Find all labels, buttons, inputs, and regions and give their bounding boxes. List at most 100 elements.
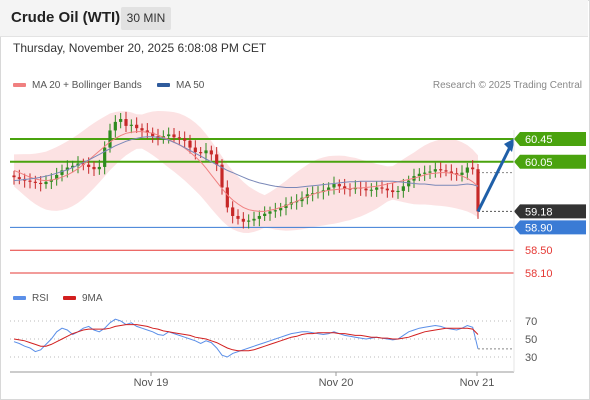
candle-body (39, 182, 43, 185)
candle-body (465, 167, 469, 173)
candle-body (407, 180, 411, 187)
candle-body (177, 137, 181, 139)
candle-body (444, 170, 448, 172)
rsi-ma-line (13, 324, 479, 352)
level-label-58.50: 58.50 (525, 245, 553, 257)
candle-body (279, 207, 283, 211)
candle-body (87, 164, 91, 167)
candle-body (273, 210, 277, 212)
candle-body (65, 167, 69, 171)
rsi-label: RSI (32, 293, 49, 304)
candle-body (151, 132, 155, 137)
level-tag-58.90 (514, 220, 586, 235)
level-label-60.05: 60.05 (525, 157, 553, 169)
candle-body (268, 211, 272, 214)
candle-body (401, 186, 405, 191)
candle-body (337, 184, 341, 187)
candle-body (257, 215, 261, 219)
candle-body (108, 130, 112, 148)
level-tag-59.18 (514, 204, 586, 219)
candle-body (28, 180, 32, 182)
ma50-swatch (157, 83, 170, 88)
candle-body (124, 119, 128, 126)
candle-body (263, 213, 267, 216)
timestamp: Thursday, November 20, 2025 6:08:08 PM C… (13, 41, 267, 55)
candle-body (311, 193, 315, 195)
ma20-label: MA 20 + Bollinger Bands (32, 80, 142, 91)
candle-body (215, 154, 219, 165)
candle-body (439, 169, 443, 171)
candle-body (380, 187, 384, 189)
title-bar: Crude Oil (WTI) 30 MIN (0, 0, 588, 37)
level-label-58.90: 58.90 (525, 222, 553, 234)
candle-body (71, 165, 75, 168)
legend-rsi-ma: 9MA (63, 293, 103, 304)
candle-body (167, 134, 171, 137)
candle-body (449, 171, 453, 174)
legend-ma20: MA 20 + Bollinger Bands (13, 80, 142, 91)
candle-body (220, 164, 224, 188)
candle-body (183, 138, 187, 141)
level-tag-60.45 (514, 132, 586, 146)
legend-rsi: RSI (13, 293, 49, 304)
rsi-ma-swatch (63, 296, 76, 301)
candle-body (284, 204, 288, 208)
candle-body (49, 179, 53, 182)
candle-body (12, 175, 16, 178)
candle-body (193, 147, 197, 153)
rsi-tick-label: 30 (525, 352, 537, 364)
level-label-59.18: 59.18 (525, 206, 553, 218)
rsi-ma-label: 9MA (82, 293, 103, 304)
ma20-line (13, 131, 479, 212)
candle-body (113, 121, 117, 131)
x-tick-label: Nov 20 (319, 377, 354, 389)
candle-body (471, 167, 475, 170)
candle-body (172, 134, 176, 138)
rsi-tick-label: 70 (525, 316, 537, 328)
candle-body (364, 188, 368, 191)
candle-body (236, 215, 240, 219)
forecast-arrow-head (504, 138, 515, 152)
candle-body (103, 147, 107, 167)
candle-body (417, 173, 421, 177)
candle-body (348, 188, 352, 190)
level-label-58.10: 58.10 (525, 268, 553, 280)
x-tick-label: Nov 21 (460, 377, 495, 389)
candle-body (92, 166, 96, 170)
legend-ma50: MA 50 (157, 80, 204, 91)
candle-body (225, 187, 229, 208)
candle-body (391, 190, 395, 193)
ma50-label: MA 50 (176, 80, 205, 91)
forecast-arrow-shaft (476, 146, 512, 213)
interval-button[interactable]: 30 MIN (121, 7, 171, 30)
candle-body (140, 128, 144, 131)
candle-body (396, 190, 400, 193)
rsi-tick-label: 50 (525, 334, 537, 346)
candle-body (44, 181, 48, 185)
candle-body (60, 170, 64, 175)
candle-body (327, 187, 331, 191)
candle-body (460, 172, 464, 175)
candle-body (476, 169, 480, 212)
candle-body (241, 218, 245, 222)
candle-body (305, 194, 309, 198)
credit-text: Research © 2025 Trading Central (432, 80, 582, 91)
candle-body (369, 189, 373, 191)
candle-body (385, 188, 389, 191)
candle-body (375, 187, 379, 190)
candle-body (119, 119, 123, 122)
candle-body (97, 166, 101, 170)
candle-body (204, 150, 208, 154)
candle-body (252, 218, 256, 221)
candle-body (188, 140, 192, 148)
candle-body (33, 181, 37, 183)
level-label-60.45: 60.45 (525, 134, 553, 146)
candle-body (17, 177, 21, 179)
candle-body (209, 150, 213, 155)
candle-body (247, 220, 251, 222)
x-tick-label: Nov 19 (134, 377, 169, 389)
bollinger-band (14, 110, 478, 234)
candle-body (55, 174, 59, 180)
candle-body (231, 207, 235, 216)
